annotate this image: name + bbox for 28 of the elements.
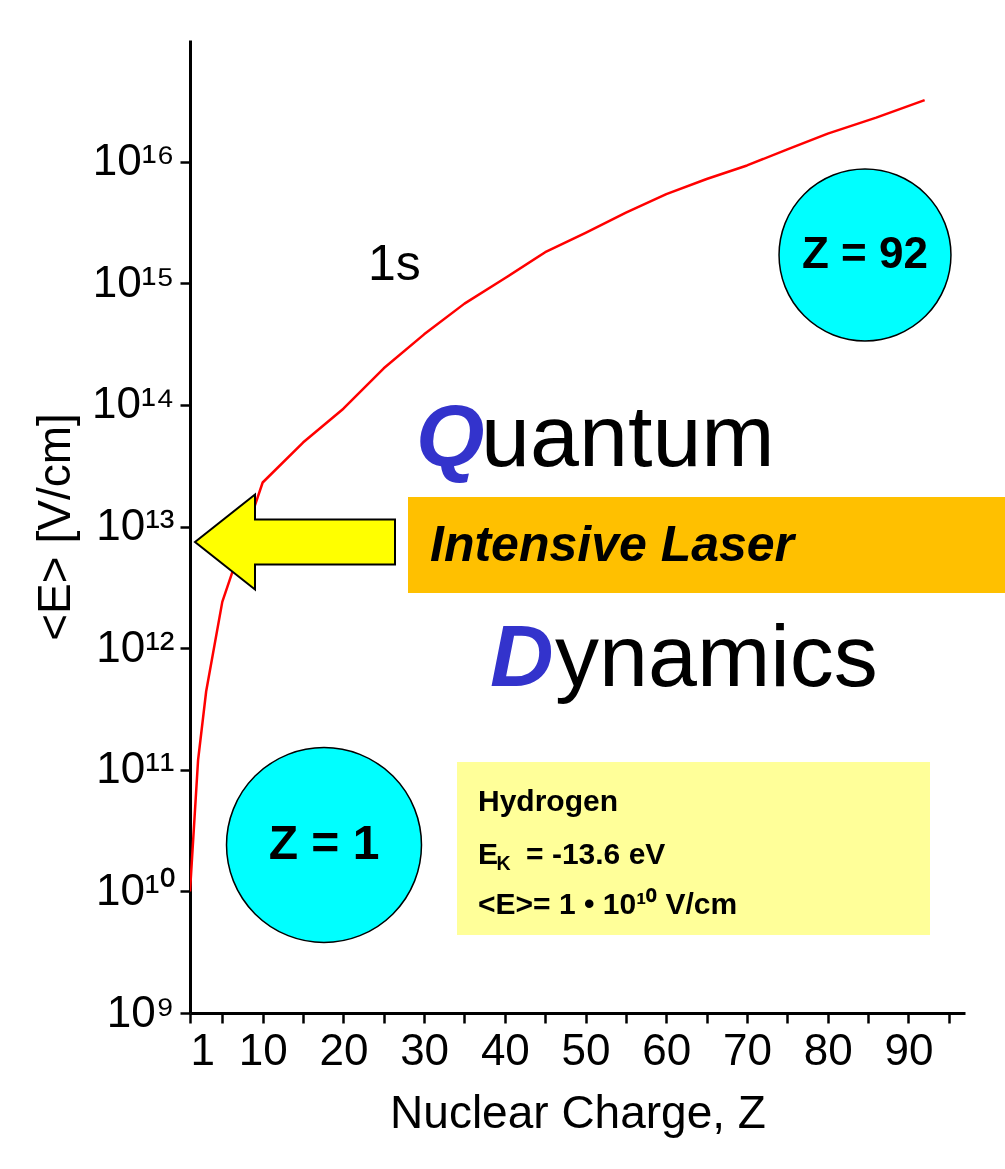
y-tick-label: 10¹² (96, 621, 175, 671)
x-tick-label: 20 (319, 1024, 369, 1074)
x-tick-label: 80 (803, 1024, 853, 1074)
annotation: Intensive Laser (430, 516, 797, 572)
y-tick-label: 10⁹ (106, 986, 175, 1036)
y-tick-label: 10¹¹ (96, 743, 175, 793)
annotation: Quantum (416, 386, 775, 485)
x-tick-label: 10 (238, 1024, 288, 1074)
x-tick-label: 30 (400, 1024, 450, 1074)
annotation: <E>= 1 • 10¹⁰ V/cm (478, 887, 738, 920)
y-axis-title: <E> [V/cm] (28, 413, 80, 641)
x-tick-label: 70 (723, 1024, 773, 1074)
annotation: Hydrogen (478, 784, 619, 817)
y-tick-label: 10¹³ (96, 500, 175, 549)
x-tick-label: 90 (884, 1024, 934, 1074)
y-tick-label: 10¹⁶ (92, 135, 175, 185)
annotation: Z = 1 (268, 816, 380, 869)
x-tick-label: 40 (480, 1024, 530, 1074)
x-tick-label: 60 (642, 1024, 692, 1074)
annotation: Z = 92 (802, 228, 928, 277)
annotation: 1s (368, 235, 421, 291)
x-tick-label: 1 (190, 1024, 215, 1074)
y-tick-label: 10¹⁵ (92, 256, 175, 306)
y-tick-label: 10¹⁴ (92, 378, 175, 428)
x-axis-title: Nuclear Charge, Z (390, 1085, 766, 1138)
y-tick-label: 10¹⁰ (95, 864, 175, 914)
x-tick-label: 50 (561, 1024, 611, 1074)
annotation: Dynamics (490, 606, 878, 705)
